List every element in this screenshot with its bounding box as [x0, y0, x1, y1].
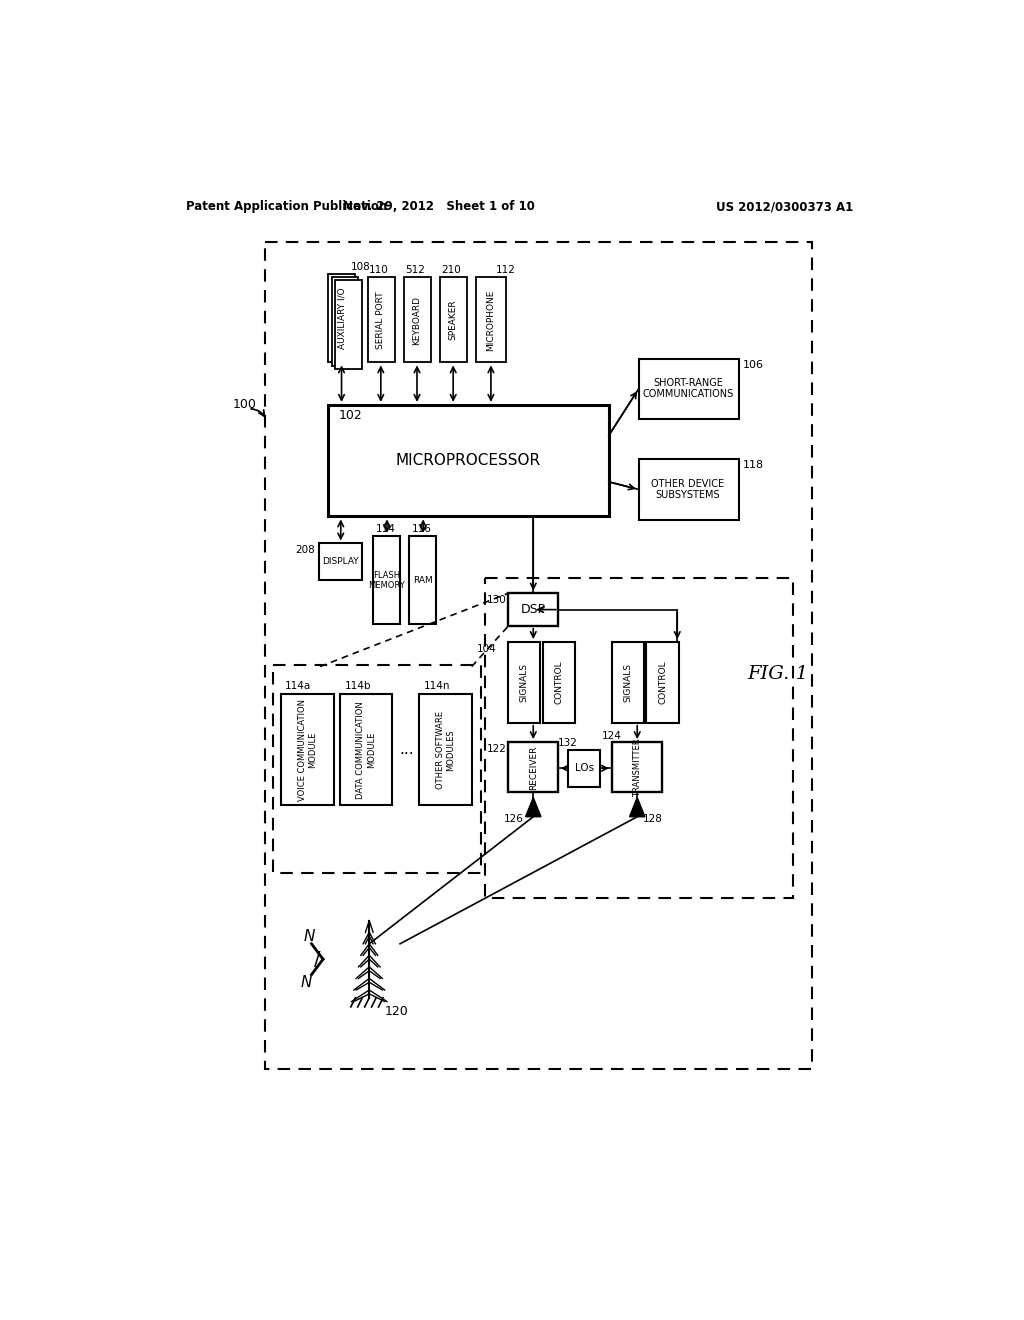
- Text: SHORT-RANGE
COMMUNICATIONS: SHORT-RANGE COMMUNICATIONS: [642, 378, 733, 400]
- Text: 130: 130: [486, 595, 506, 605]
- Bar: [403, 277, 431, 363]
- Bar: [328, 405, 608, 516]
- Text: 104: 104: [476, 644, 497, 653]
- Bar: [440, 277, 467, 363]
- Bar: [368, 277, 394, 363]
- Text: Nov. 29, 2012   Sheet 1 of 10: Nov. 29, 2012 Sheet 1 of 10: [343, 201, 535, 214]
- Text: DATA COMMUNICATION
MODULE: DATA COMMUNICATION MODULE: [356, 701, 376, 799]
- Text: US 2012/0300373 A1: US 2012/0300373 A1: [716, 201, 853, 214]
- Text: OTHER SOFTWARE
MODULES: OTHER SOFTWARE MODULES: [436, 710, 456, 789]
- Text: 100: 100: [232, 399, 256, 412]
- Polygon shape: [630, 797, 645, 817]
- Bar: [646, 642, 679, 723]
- Bar: [336, 280, 362, 368]
- Text: SERIAL PORT: SERIAL PORT: [376, 292, 385, 348]
- Bar: [410, 536, 436, 624]
- Text: 126: 126: [504, 814, 523, 824]
- Text: 122: 122: [486, 743, 506, 754]
- Text: N: N: [303, 928, 315, 944]
- Text: MICROPHONE: MICROPHONE: [486, 289, 496, 351]
- Bar: [273, 665, 481, 873]
- Text: CONTROL: CONTROL: [658, 660, 667, 704]
- Text: 208: 208: [296, 545, 315, 554]
- Text: SIGNALS: SIGNALS: [519, 663, 528, 701]
- Bar: [611, 642, 644, 723]
- Text: 106: 106: [742, 360, 764, 370]
- Text: SPEAKER: SPEAKER: [449, 300, 458, 341]
- Text: LOs: LOs: [574, 763, 594, 774]
- Text: DSP: DSP: [521, 603, 546, 616]
- Bar: [639, 459, 739, 520]
- Text: /: /: [313, 949, 321, 969]
- Text: AUXILIARY I/O: AUXILIARY I/O: [338, 288, 347, 350]
- Text: KEYBOARD: KEYBOARD: [413, 296, 422, 345]
- Bar: [419, 693, 472, 805]
- Text: 512: 512: [406, 265, 425, 276]
- Bar: [340, 693, 392, 805]
- Text: 128: 128: [643, 814, 663, 824]
- Text: FLASH
MEMORY: FLASH MEMORY: [369, 570, 406, 590]
- Text: 124: 124: [602, 730, 622, 741]
- Bar: [611, 742, 662, 792]
- Bar: [319, 544, 361, 581]
- Bar: [639, 359, 739, 418]
- Bar: [332, 277, 358, 366]
- Text: RECEIVER: RECEIVER: [528, 746, 538, 789]
- Text: 114a: 114a: [286, 681, 311, 692]
- Text: Patent Application Publication: Patent Application Publication: [186, 201, 387, 214]
- Text: CONTROL: CONTROL: [554, 660, 563, 704]
- Text: 120: 120: [385, 1005, 409, 1018]
- Text: 116: 116: [412, 524, 431, 535]
- Text: 114: 114: [376, 524, 395, 535]
- Text: ...: ...: [399, 742, 414, 758]
- Bar: [282, 693, 334, 805]
- Bar: [373, 536, 400, 624]
- Text: DISPLAY: DISPLAY: [323, 557, 359, 566]
- Polygon shape: [525, 797, 541, 817]
- Bar: [265, 242, 812, 1069]
- Bar: [508, 742, 558, 792]
- Bar: [508, 594, 558, 626]
- Text: 108: 108: [351, 263, 371, 272]
- Bar: [543, 642, 574, 723]
- Text: OTHER DEVICE
SUBSYSTEMS: OTHER DEVICE SUBSYSTEMS: [651, 479, 725, 500]
- Text: 110: 110: [370, 265, 389, 276]
- Text: TRANSMITTER: TRANSMITTER: [633, 738, 642, 797]
- Text: VOICE COMMUNICATION
MODULE: VOICE COMMUNICATION MODULE: [298, 698, 317, 801]
- Text: 118: 118: [742, 461, 764, 470]
- Text: 112: 112: [497, 265, 516, 276]
- Bar: [328, 275, 354, 363]
- Text: SIGNALS: SIGNALS: [624, 663, 633, 701]
- Text: 114b: 114b: [344, 681, 371, 692]
- Bar: [476, 277, 506, 363]
- Text: N: N: [300, 974, 311, 990]
- Text: MICROPROCESSOR: MICROPROCESSOR: [395, 453, 541, 467]
- Text: RAM: RAM: [414, 576, 433, 585]
- Bar: [484, 578, 793, 898]
- Text: 132: 132: [558, 738, 578, 748]
- Text: FIG. 1: FIG. 1: [746, 665, 808, 684]
- Text: 102: 102: [339, 409, 362, 421]
- Bar: [508, 642, 541, 723]
- Bar: [568, 750, 600, 787]
- Text: 210: 210: [441, 265, 462, 276]
- Text: 114n: 114n: [424, 681, 451, 692]
